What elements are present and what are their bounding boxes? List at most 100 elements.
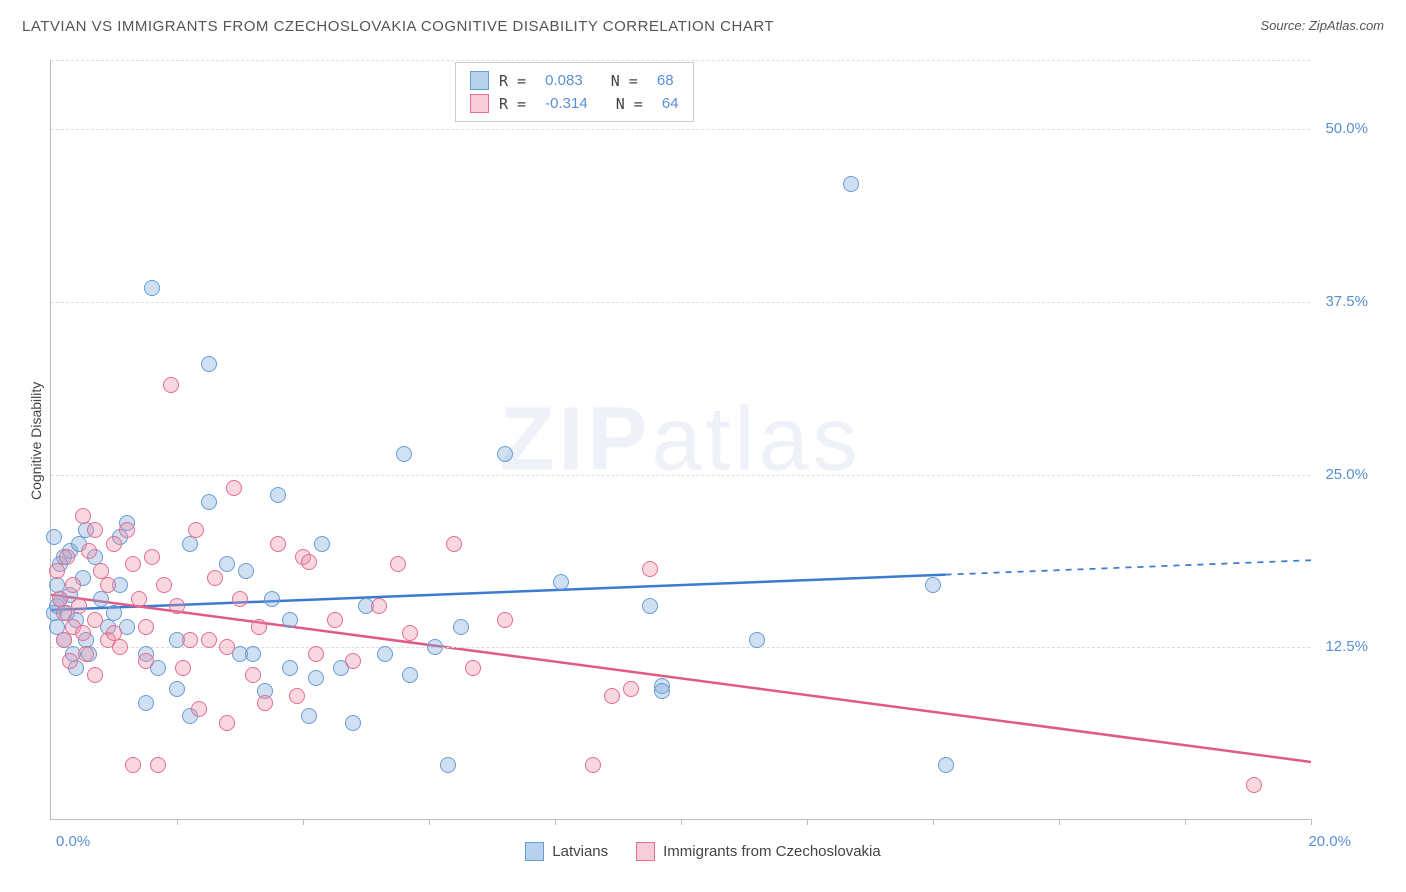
data-point-latvians [232, 646, 248, 662]
data-point-latvians [46, 529, 62, 545]
data-point-czech [345, 653, 361, 669]
data-point-czech [163, 377, 179, 393]
data-point-latvians [112, 577, 128, 593]
data-point-latvians [282, 660, 298, 676]
data-point-latvians [78, 632, 94, 648]
legend-item-latvians: Latvians [525, 842, 608, 861]
swatch-latvians [470, 71, 489, 90]
data-point-czech [245, 667, 261, 683]
data-point-latvians [81, 646, 97, 662]
swatch-czech [470, 94, 489, 113]
y-tick-label: 12.5% [1325, 638, 1368, 655]
data-point-latvians [119, 515, 135, 531]
data-point-czech [465, 660, 481, 676]
chart-title: LATVIAN VS IMMIGRANTS FROM CZECHOSLOVAKI… [22, 18, 774, 35]
data-point-czech [49, 563, 65, 579]
data-point-czech [56, 632, 72, 648]
x-tick [1311, 819, 1312, 825]
data-point-czech [144, 549, 160, 565]
data-point-czech [75, 625, 91, 641]
data-point-czech [156, 577, 172, 593]
n-label: N = [598, 95, 652, 113]
data-point-czech [642, 561, 658, 577]
data-point-czech [119, 522, 135, 538]
swatch-czech [636, 842, 655, 861]
data-point-latvians [119, 619, 135, 635]
data-point-latvians [654, 683, 670, 699]
data-point-latvians [59, 605, 75, 621]
data-point-czech [71, 598, 87, 614]
data-point-czech [56, 605, 72, 621]
data-point-czech [131, 591, 147, 607]
source-label: Source: ZipAtlas.com [1260, 18, 1384, 33]
data-point-czech [100, 577, 116, 593]
data-point-latvians [257, 683, 273, 699]
data-point-latvians [93, 591, 109, 607]
data-point-czech [207, 570, 223, 586]
y-tick-label: 37.5% [1325, 293, 1368, 310]
legend-label-czech: Immigrants from Czechoslovakia [663, 843, 881, 860]
data-point-latvians [282, 612, 298, 628]
grid-line [51, 302, 1310, 303]
data-point-latvians [453, 619, 469, 635]
data-point-czech [62, 653, 78, 669]
x-tick [933, 819, 934, 825]
data-point-czech [125, 757, 141, 773]
grid-line [51, 129, 1310, 130]
data-point-czech [371, 598, 387, 614]
y-tick-label: 50.0% [1325, 120, 1368, 137]
n-value-latvians: 68 [657, 72, 674, 89]
data-point-latvians [49, 577, 65, 593]
data-point-latvians [654, 678, 670, 694]
data-point-czech [1246, 777, 1262, 793]
data-point-latvians [56, 549, 72, 565]
data-point-latvians [106, 605, 122, 621]
data-point-czech [226, 480, 242, 496]
plot-area: ZIPatlas 12.5%25.0%37.5%50.0% [50, 60, 1310, 820]
data-point-czech [150, 757, 166, 773]
data-point-latvians [75, 570, 91, 586]
data-point-latvians [169, 681, 185, 697]
x-tick [1185, 819, 1186, 825]
data-point-latvians [68, 612, 84, 628]
data-point-latvians [56, 632, 72, 648]
data-point-latvians [71, 536, 87, 552]
series-legend: Latvians Immigrants from Czechoslovakia [0, 842, 1406, 861]
data-point-latvians [925, 577, 941, 593]
data-point-latvians [78, 522, 94, 538]
data-point-czech [138, 619, 154, 635]
data-point-latvians [138, 695, 154, 711]
data-point-czech [308, 646, 324, 662]
data-point-latvians [87, 549, 103, 565]
data-point-czech [232, 591, 248, 607]
data-point-czech [100, 632, 116, 648]
y-tick-label: 25.0% [1325, 466, 1368, 483]
data-point-latvians [843, 176, 859, 192]
data-point-czech [78, 646, 94, 662]
data-point-latvians [52, 591, 68, 607]
data-point-czech [169, 598, 185, 614]
data-point-latvians [219, 556, 235, 572]
data-point-czech [446, 536, 462, 552]
trend-solid-czech [51, 595, 1311, 762]
data-point-latvians [308, 670, 324, 686]
r-value-czech: -0.314 [545, 95, 588, 112]
data-point-latvians [46, 605, 62, 621]
data-point-latvians [396, 446, 412, 462]
data-point-latvians [642, 598, 658, 614]
x-tick [177, 819, 178, 825]
x-tick [1059, 819, 1060, 825]
swatch-latvians [525, 842, 544, 861]
data-point-latvians [62, 587, 78, 603]
data-point-czech [106, 536, 122, 552]
data-point-czech [75, 508, 91, 524]
data-point-latvians [345, 715, 361, 731]
trend-lines [51, 60, 1311, 820]
data-point-latvians [112, 529, 128, 545]
data-point-latvians [497, 446, 513, 462]
data-point-latvians [749, 632, 765, 648]
grid-line [51, 647, 1310, 648]
grid-line [51, 475, 1310, 476]
data-point-czech [59, 549, 75, 565]
x-tick [807, 819, 808, 825]
